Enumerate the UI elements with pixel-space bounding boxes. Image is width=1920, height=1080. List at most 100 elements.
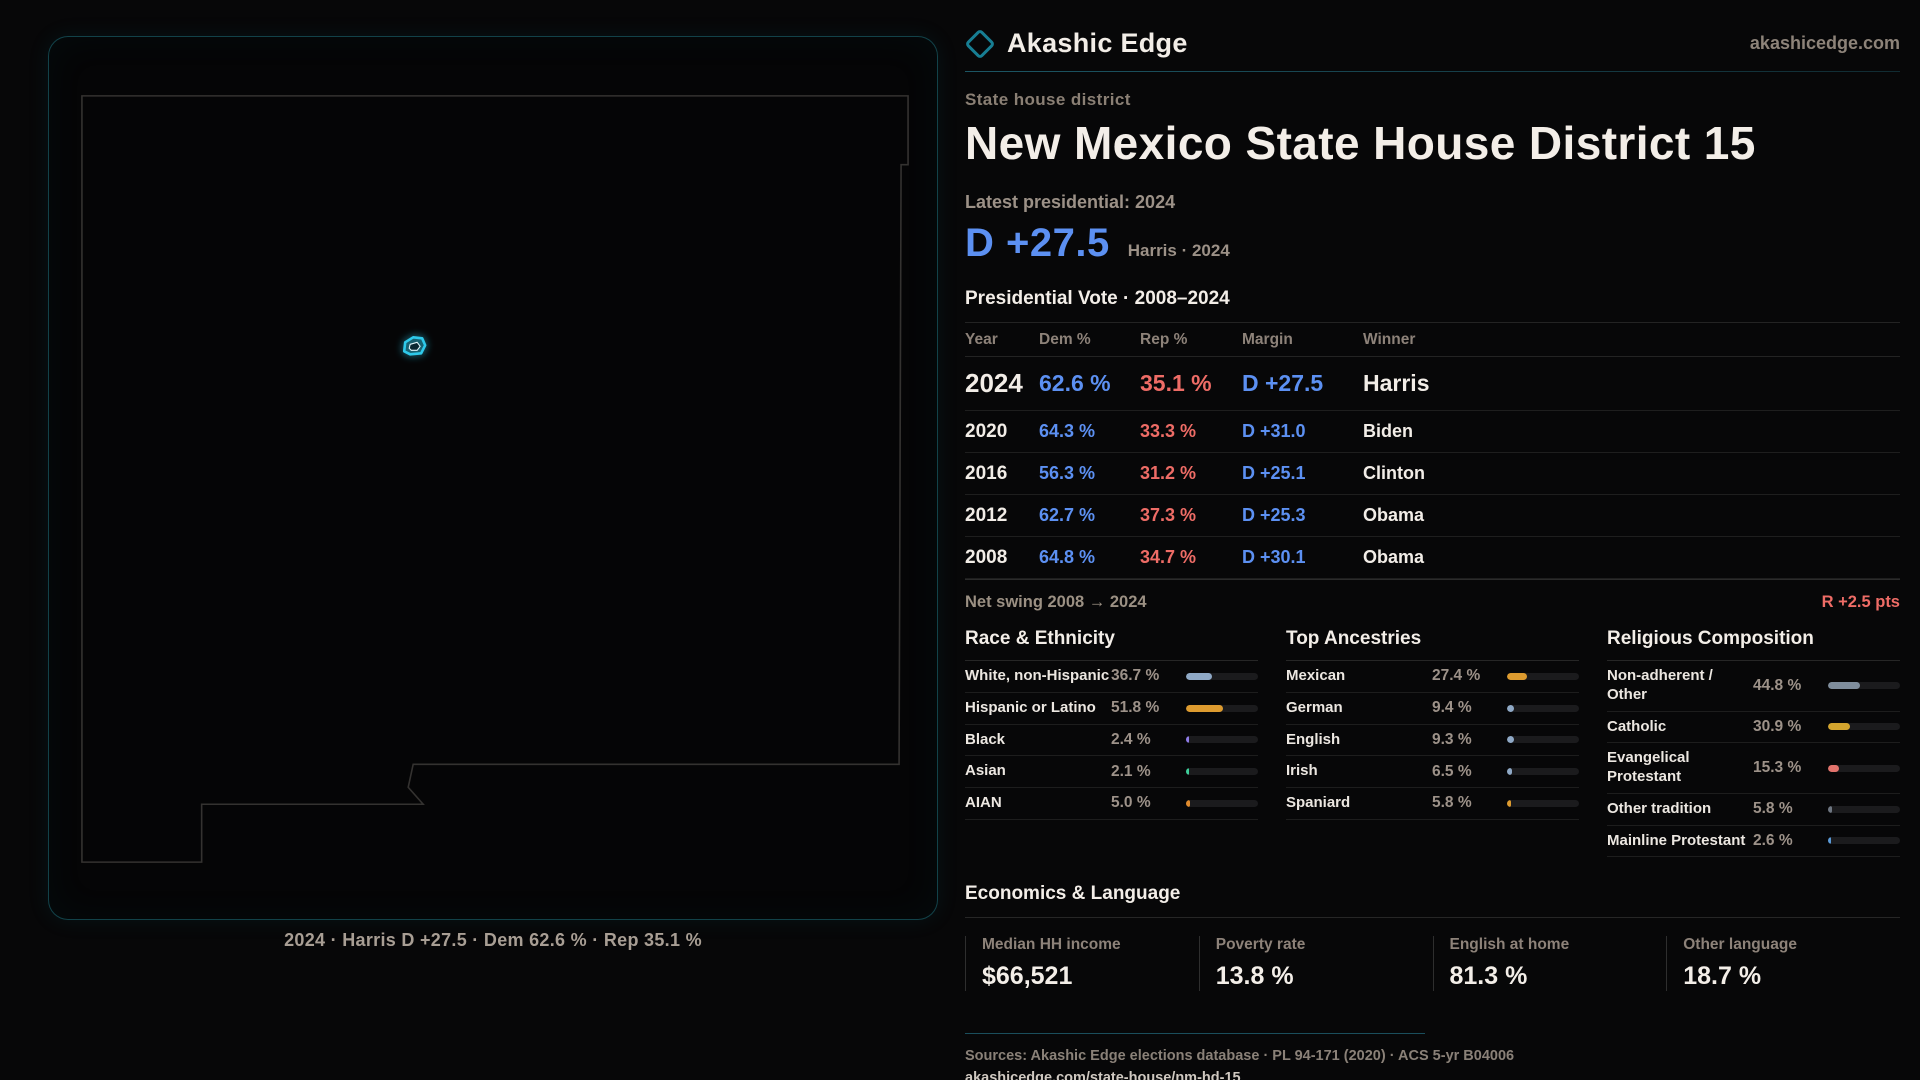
bar-track [1828, 682, 1900, 690]
vote-table-header-row: Year Dem % Rep % Margin Winner [965, 323, 1900, 357]
bar-track [1828, 837, 1900, 845]
bar-fill [1186, 672, 1213, 680]
bar-fill [1186, 799, 1190, 807]
bar-track [1186, 704, 1258, 712]
year-cell: 2020 [965, 420, 1008, 442]
site-header: Akashic Edge akashicedge.com [964, 0, 1900, 60]
margin-cell: D +25.1 [1242, 463, 1306, 483]
col-year: Year [965, 330, 998, 348]
net-swing-label: Net swing 2008 → 2024 [965, 593, 1147, 611]
dem-cell: 64.8 % [1039, 547, 1096, 567]
eyebrow-label: State house district [965, 90, 1131, 109]
margin-cell: D +25.3 [1242, 505, 1306, 525]
col-winner: Winner [1363, 330, 1416, 348]
bar-track [1507, 672, 1579, 680]
headline: D +27.5 Harris · 2024 [965, 221, 1900, 266]
col-dem: Dem % [1039, 330, 1091, 348]
economics-title: Economics & Language [965, 883, 1900, 919]
site-link[interactable]: akashicedge.com [1749, 33, 1900, 53]
rep-cell: 37.3 % [1140, 505, 1197, 525]
bar-fill [1186, 704, 1224, 712]
map-panel [48, 36, 938, 920]
map-caption: 2024 · Harris D +27.5 · Dem 62.6 % · Rep… [284, 930, 702, 950]
bar-track [1507, 768, 1579, 776]
bar-track [1507, 799, 1579, 807]
footer-divider [965, 1033, 1425, 1035]
table-row-2024: 2024 62.6 % 35.1 % D +27.5 Harris [965, 357, 1900, 411]
latest-presidential-label: Latest presidential: 2024 [965, 192, 1176, 212]
stat-poverty-rate: Poverty rate 13.8 % [1198, 936, 1433, 992]
state-map [81, 95, 909, 863]
demo-row-german: German 9.4 % [1286, 693, 1579, 725]
bar-track [1507, 736, 1579, 744]
winner-cell: Biden [1363, 421, 1414, 441]
bar-fill [1507, 799, 1512, 807]
top-ancestries-section: Top Ancestries Mexican 27.4 % German 9.4… [1286, 628, 1579, 857]
table-row-2016: 2016 56.3 % 31.2 % D +25.1 Clinton [965, 453, 1900, 495]
margin-cell: D +31.0 [1242, 421, 1306, 441]
demo-row-spaniard: Spaniard 5.8 % [1286, 788, 1579, 820]
winner-cell: Obama [1363, 547, 1425, 567]
demo-row-black: Black 2.4 % [965, 725, 1258, 757]
demo-row-evangelical: Evangelical Protestant 15.3 % [1607, 743, 1900, 794]
margin-cell: D +27.5 [1242, 370, 1324, 396]
rep-cell: 35.1 % [1140, 370, 1212, 396]
col-margin: Margin [1242, 330, 1293, 348]
demo-row-aian: AIAN 5.0 % [965, 788, 1258, 820]
religious-composition-section: Religious Composition Non-adherent / Oth… [1607, 628, 1900, 858]
diamond-icon [964, 27, 996, 60]
section-title: Race & Ethnicity [965, 628, 1258, 661]
bar-track [1186, 799, 1258, 807]
vote-table: Year Dem % Rep % Margin Winner 2024 62.6… [965, 322, 1900, 579]
table-row-2020: 2020 64.3 % 33.3 % D +31.0 Biden [965, 411, 1900, 453]
section-title: Top Ancestries [1286, 628, 1579, 661]
demo-row-nonadherent: Non-adherent / Other 44.8 % [1607, 661, 1900, 712]
bar-track [1186, 768, 1258, 776]
dem-cell: 62.6 % [1039, 370, 1111, 396]
table-row-2012: 2012 62.7 % 37.3 % D +25.3 Obama [965, 495, 1900, 537]
district-15-inner-shape [408, 341, 421, 351]
demo-row-irish: Irish 6.5 % [1286, 756, 1579, 788]
demo-row-other-tradition: Other tradition 5.8 % [1607, 794, 1900, 826]
bar-fill [1828, 805, 1833, 813]
bar-track [1507, 704, 1579, 712]
dem-cell: 64.3 % [1039, 421, 1096, 441]
bar-fill [1828, 682, 1861, 690]
bar-fill [1507, 704, 1514, 712]
demo-row-mainline: Mainline Protestant 2.6 % [1607, 826, 1900, 858]
stat-other-language: Other language 18.7 % [1666, 936, 1900, 992]
bar-fill [1507, 768, 1512, 776]
rep-cell: 31.2 % [1140, 463, 1197, 483]
dem-cell: 62.7 % [1039, 505, 1096, 525]
sources-text: Sources: Akashic Edge elections database… [965, 1048, 1515, 1065]
rep-cell: 34.7 % [1140, 547, 1197, 567]
demo-row-mexican: Mexican 27.4 % [1286, 661, 1579, 693]
bar-fill [1828, 723, 1851, 731]
footer: Sources: Akashic Edge elections database… [965, 1033, 1900, 1080]
footer-url-link[interactable]: akashicedge.com/state-house/nm-hd-15 [965, 1070, 1241, 1080]
bar-fill [1507, 672, 1527, 680]
section-title: Religious Composition [1607, 628, 1900, 661]
margin-cell: D +30.1 [1242, 547, 1306, 567]
page-title: New Mexico State House District 15 [965, 117, 1756, 169]
state-outline [81, 95, 909, 863]
year-cell: 2016 [965, 462, 1008, 484]
bar-track [1828, 805, 1900, 813]
demo-row-hispanic: Hispanic or Latino 51.8 % [965, 693, 1258, 725]
stat-english-at-home: English at home 81.3 % [1432, 936, 1667, 992]
bar-fill [1507, 736, 1514, 744]
stat-median-hh-income: Median HH income $66,521 [965, 936, 1199, 992]
bar-track [1186, 736, 1258, 744]
dem-cell: 56.3 % [1039, 463, 1096, 483]
bar-fill [1186, 768, 1189, 776]
vote-table-title: Presidential Vote · 2008–2024 [965, 288, 1230, 309]
demo-row-white: White, non-Hispanic 36.7 % [965, 661, 1258, 693]
bar-fill [1828, 837, 1831, 845]
bar-track [1828, 723, 1900, 731]
headline-margin: D +27.5 [965, 221, 1110, 265]
col-rep: Rep % [1140, 330, 1188, 348]
race-ethnicity-section: Race & Ethnicity White, non-Hispanic 36.… [965, 628, 1258, 857]
winner-cell: Harris [1363, 370, 1430, 396]
economics-stats: Median HH income $66,521 Poverty rate 13… [965, 936, 1900, 992]
